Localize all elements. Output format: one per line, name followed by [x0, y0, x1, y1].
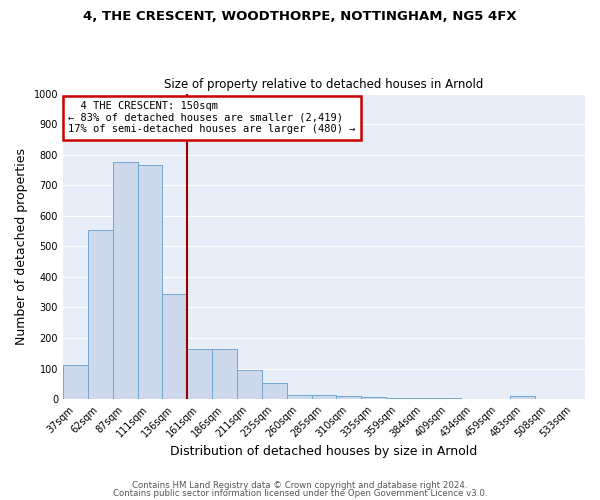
Bar: [411, 398, 436, 399]
Bar: [63, 364, 88, 399]
Bar: [287, 394, 311, 399]
Bar: [137, 166, 163, 399]
Bar: [237, 370, 262, 399]
Bar: [311, 395, 337, 399]
Bar: [88, 230, 113, 399]
Bar: [163, 294, 187, 399]
Bar: [511, 396, 535, 399]
Text: Contains public sector information licensed under the Open Government Licence v3: Contains public sector information licen…: [113, 488, 487, 498]
Title: Size of property relative to detached houses in Arnold: Size of property relative to detached ho…: [164, 78, 484, 91]
Bar: [113, 162, 137, 399]
Bar: [187, 350, 212, 399]
Text: 4, THE CRESCENT, WOODTHORPE, NOTTINGHAM, NG5 4FX: 4, THE CRESCENT, WOODTHORPE, NOTTINGHAM,…: [83, 10, 517, 23]
Bar: [212, 350, 237, 399]
Bar: [361, 398, 386, 399]
Bar: [436, 398, 461, 399]
Bar: [337, 396, 361, 399]
Y-axis label: Number of detached properties: Number of detached properties: [15, 148, 28, 345]
Text: 4 THE CRESCENT: 150sqm
← 83% of detached houses are smaller (2,419)
17% of semi-: 4 THE CRESCENT: 150sqm ← 83% of detached…: [68, 101, 356, 134]
Text: Contains HM Land Registry data © Crown copyright and database right 2024.: Contains HM Land Registry data © Crown c…: [132, 481, 468, 490]
Bar: [262, 384, 287, 399]
X-axis label: Distribution of detached houses by size in Arnold: Distribution of detached houses by size …: [170, 444, 478, 458]
Bar: [386, 398, 411, 399]
